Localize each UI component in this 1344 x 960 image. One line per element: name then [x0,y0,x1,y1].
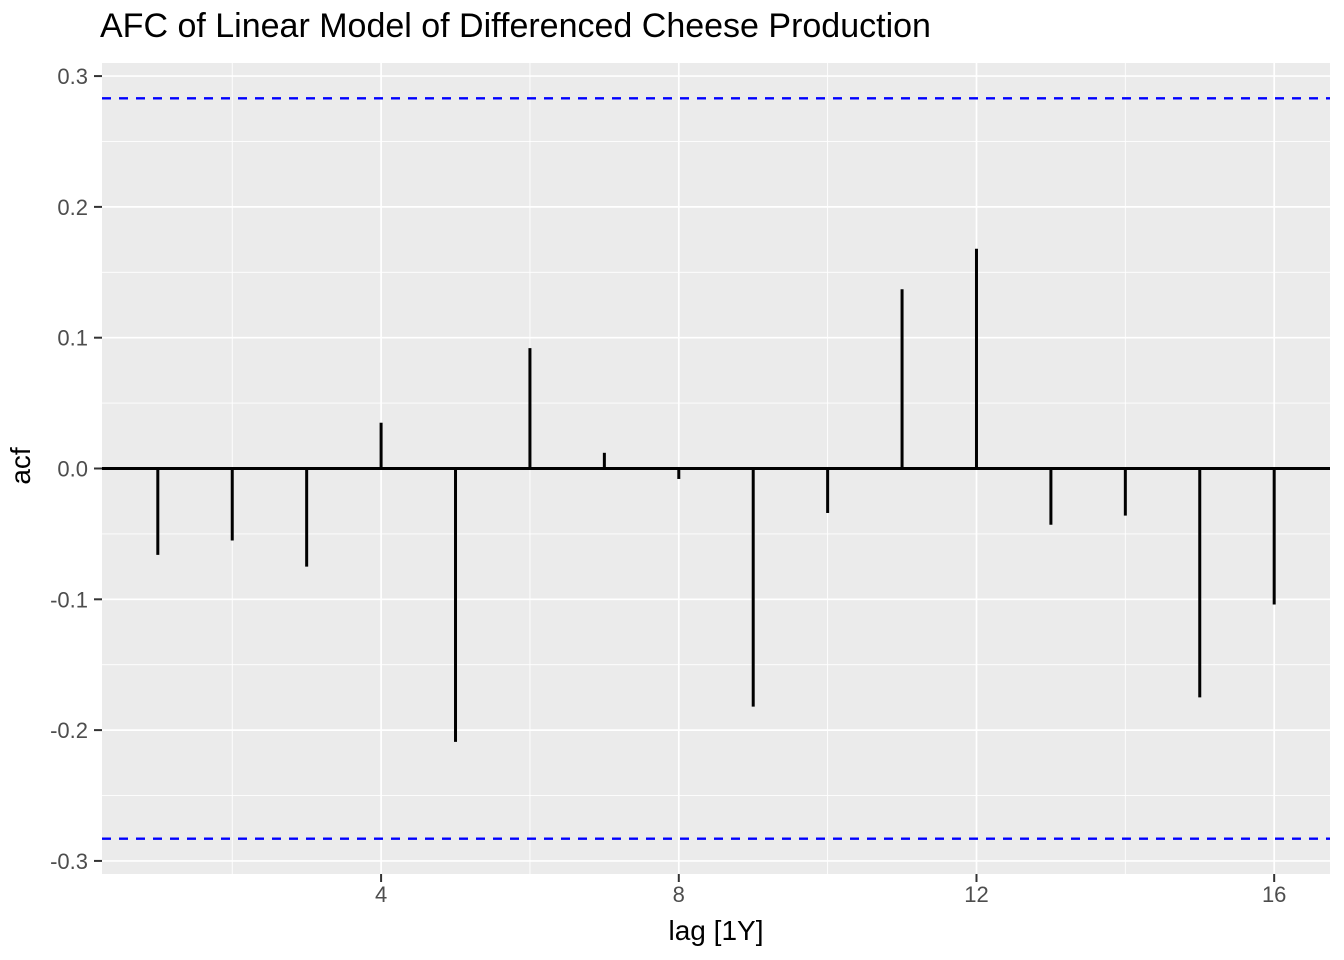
x-tick-label: 16 [1262,882,1286,907]
y-tick-label: -0.3 [50,849,88,874]
chart-title: AFC of Linear Model of Differenced Chees… [100,7,931,45]
y-tick-label: 0.3 [57,64,88,89]
x-tick-label: 8 [673,882,685,907]
y-tick-label: 0.0 [57,457,88,482]
x-axis-title: lag [1Y] [668,915,764,946]
x-tick-label: 12 [964,882,988,907]
y-tick-label: 0.2 [57,195,88,220]
y-tick-label: -0.1 [50,587,88,612]
y-axis-title: acf [5,447,36,485]
y-tick-label: 0.1 [57,326,88,351]
y-tick-label: -0.2 [50,718,88,743]
x-tick-label: 4 [375,882,387,907]
